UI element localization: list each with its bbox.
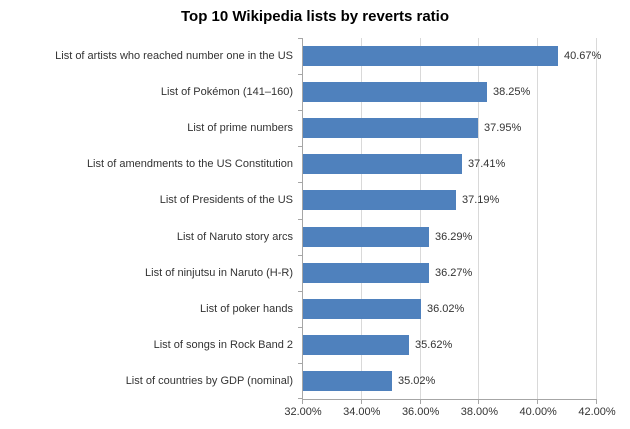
category-label: List of poker hands <box>200 303 293 315</box>
bar <box>303 82 487 102</box>
x-axis-tick-label: 40.00% <box>519 406 557 418</box>
category-label: List of Naruto story arcs <box>176 231 293 243</box>
y-axis-tick <box>298 146 302 147</box>
category-label: List of songs in Rock Band 2 <box>153 339 293 351</box>
category-label: List of ninjutsu in Naruto (H-R) <box>145 267 293 279</box>
x-axis-tick <box>596 400 597 404</box>
x-axis-tick <box>478 400 480 404</box>
y-axis-tick <box>298 74 302 75</box>
y-axis-tick <box>298 398 302 399</box>
gridline <box>419 38 421 399</box>
bar <box>303 371 392 391</box>
bar-value-label: 40.67% <box>564 50 602 62</box>
y-axis-tick <box>298 255 302 256</box>
x-axis-tick-label: 42.00% <box>578 406 616 418</box>
bar <box>303 335 409 355</box>
bar-value-label: 36.29% <box>435 231 473 243</box>
x-axis-tick-label: 34.00% <box>343 406 381 418</box>
bar-value-label: 36.27% <box>435 267 473 279</box>
y-axis-line <box>302 38 303 399</box>
gridline <box>360 38 362 399</box>
bar-value-label: 37.41% <box>468 158 506 170</box>
y-axis-tick <box>298 182 302 183</box>
bar-value-label: 36.02% <box>427 303 465 315</box>
category-label: List of amendments to the US Constitutio… <box>86 158 293 170</box>
y-axis-tick <box>298 291 302 292</box>
x-axis-tick-label: 36.00% <box>401 406 440 418</box>
x-axis-tick-label: 32.00% <box>284 406 322 418</box>
y-axis-tick <box>298 219 302 220</box>
bar <box>303 190 456 210</box>
bar <box>303 118 478 138</box>
category-label: List of Pokémon (141–160) <box>160 86 293 98</box>
x-axis-tick <box>419 400 421 404</box>
x-axis-line <box>302 399 597 400</box>
category-label: List of Presidents of the US <box>159 194 293 206</box>
category-label: List of artists who reached number one i… <box>55 50 293 62</box>
y-axis-tick <box>298 327 302 328</box>
bar-value-label: 38.25% <box>493 86 531 98</box>
bar <box>303 299 421 319</box>
y-axis-tick <box>298 110 302 111</box>
bar <box>303 227 429 247</box>
bar <box>303 154 462 174</box>
plot-area: 40.67% 38.25% 37.95% 37.41% 37.19% 36.29% 36.2… <box>298 38 601 404</box>
gridline <box>596 38 597 399</box>
x-axis-tick <box>360 400 362 404</box>
category-label: List of prime numbers <box>187 122 293 134</box>
x-axis-tick <box>537 400 539 404</box>
chart-title: Top 10 Wikipedia lists by reverts ratio <box>180 8 449 25</box>
y-axis-tick <box>298 38 302 39</box>
bar <box>303 46 558 66</box>
bar <box>303 263 429 283</box>
bar-value-label: 35.62% <box>415 339 453 351</box>
gridline <box>537 38 539 399</box>
gridline <box>478 38 480 399</box>
x-axis-tick <box>302 400 303 404</box>
category-label: List of countries by GDP (nominal) <box>125 375 293 387</box>
y-axis-tick <box>298 363 302 364</box>
bar-value-label: 35.02% <box>398 375 436 387</box>
bar-value-label: 37.19% <box>462 194 500 206</box>
bar-value-label: 37.95% <box>484 122 522 134</box>
x-axis-tick-label: 38.00% <box>460 406 499 418</box>
